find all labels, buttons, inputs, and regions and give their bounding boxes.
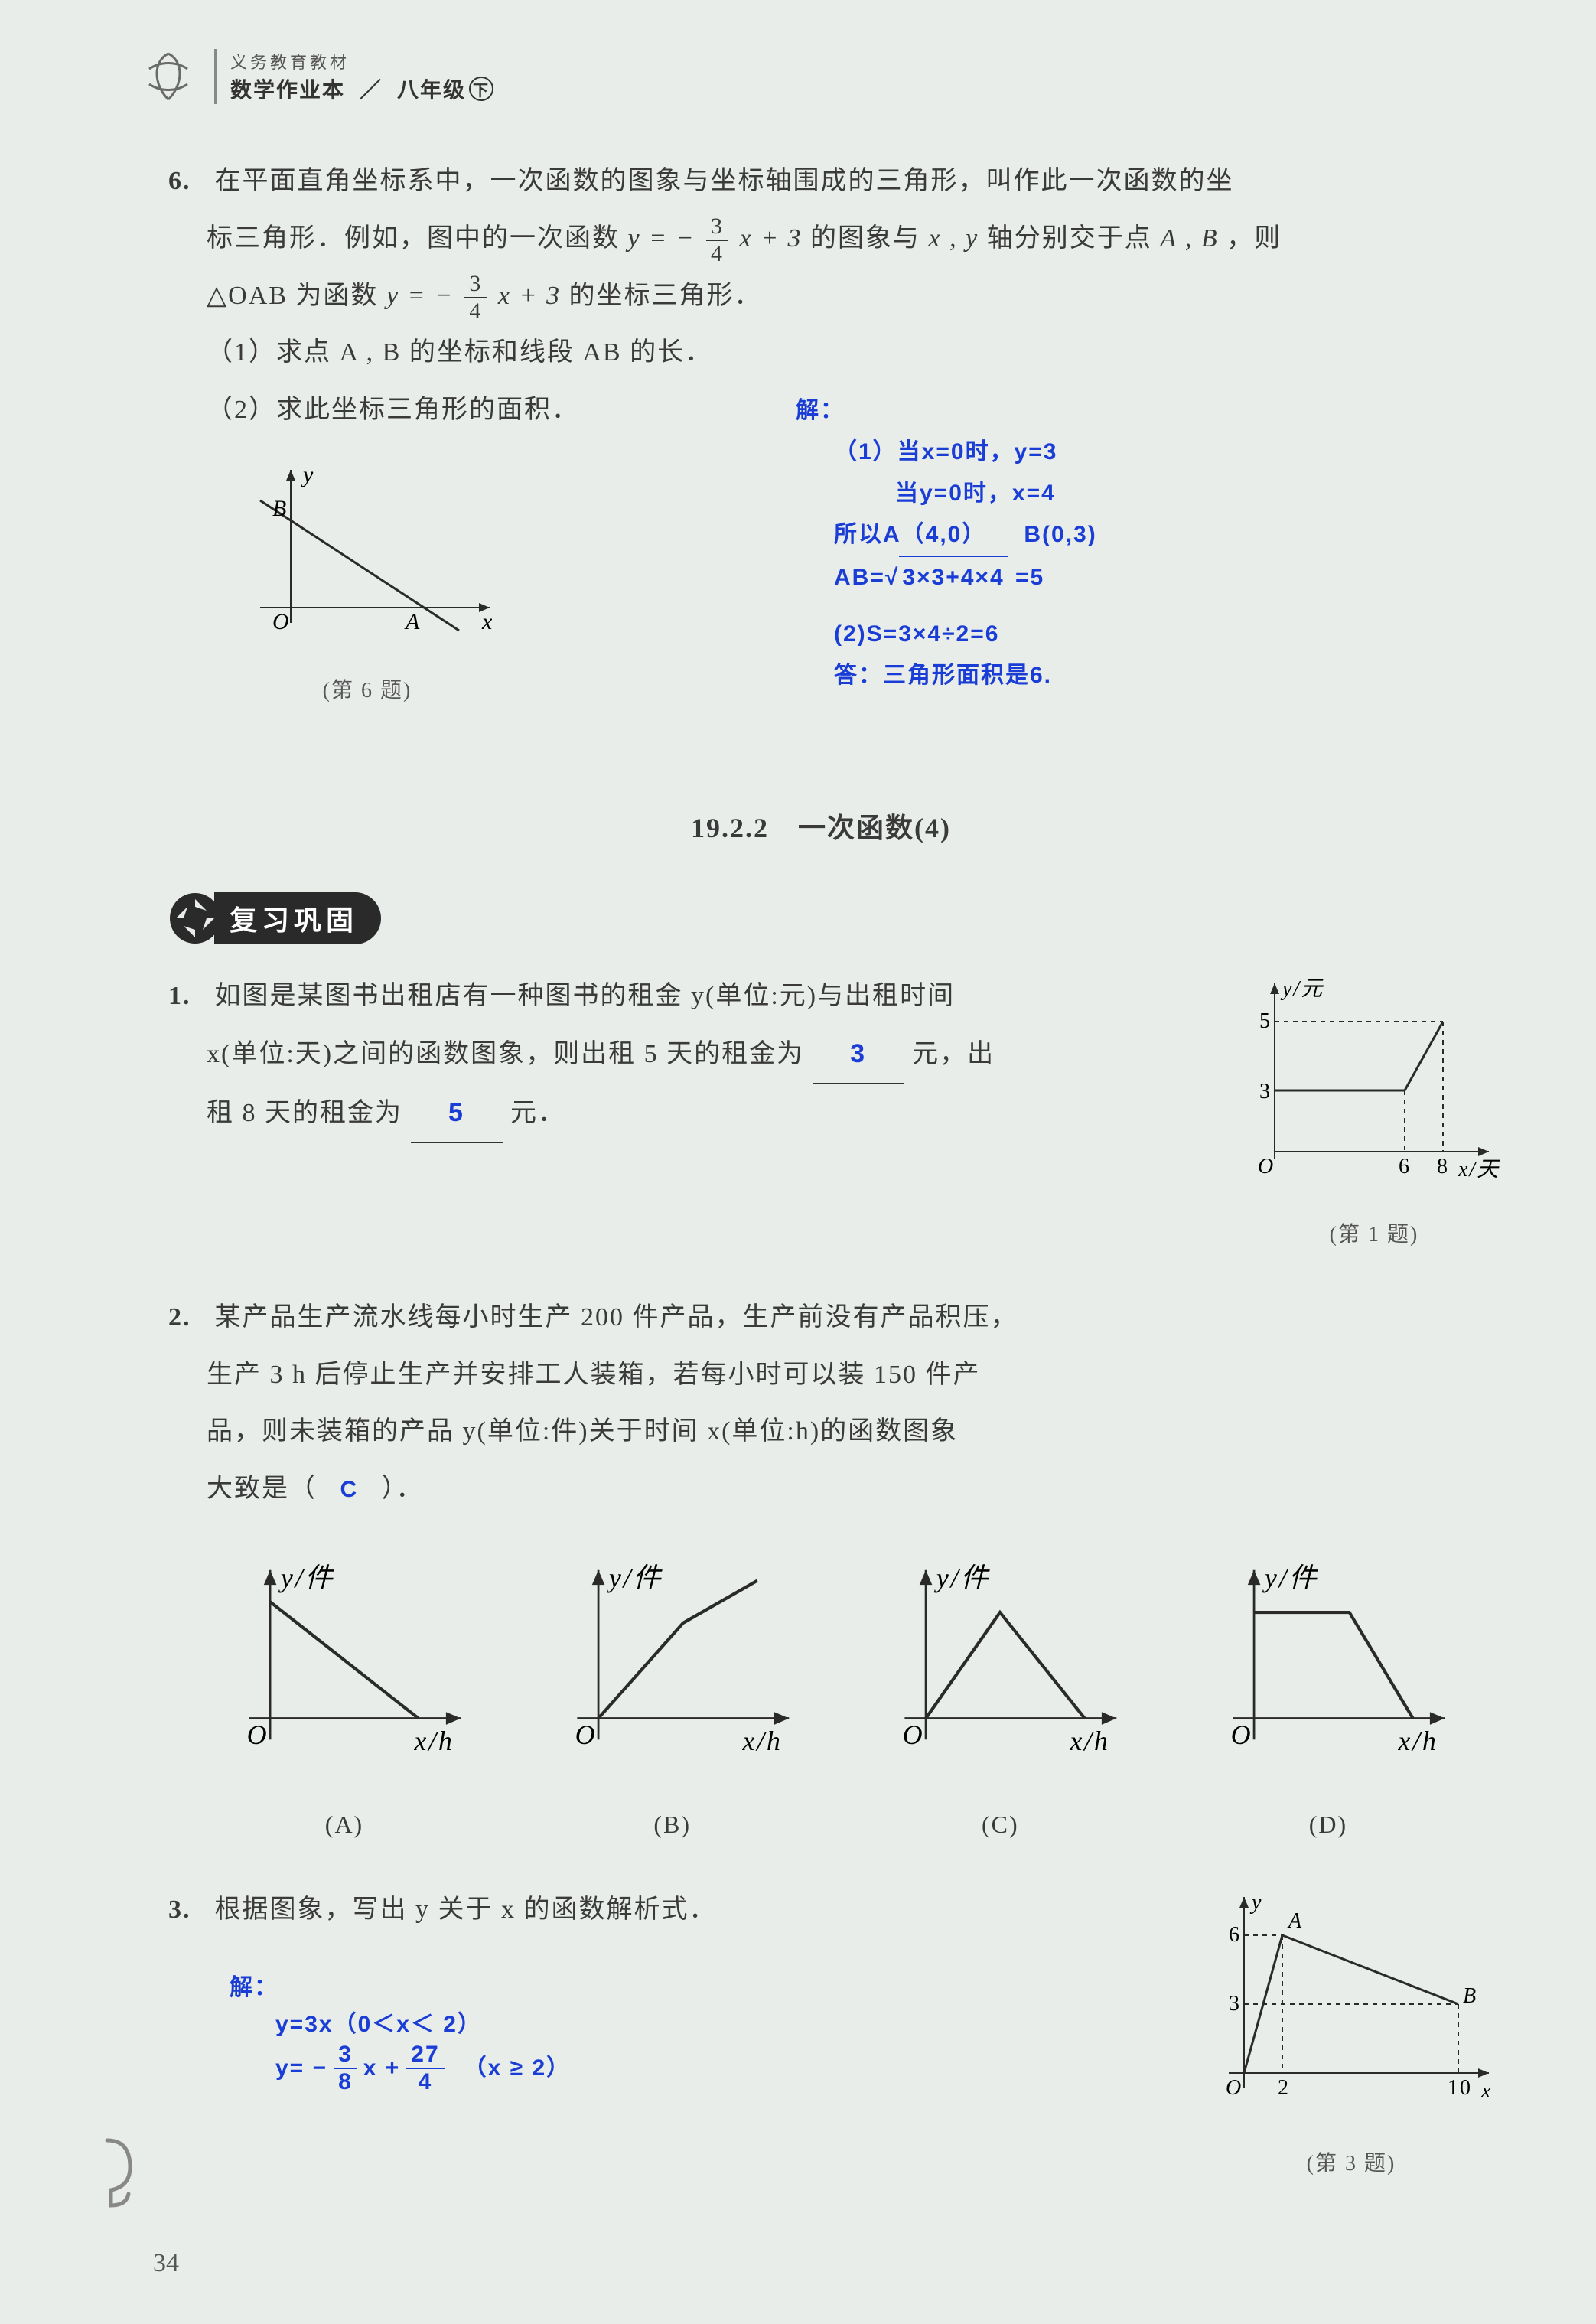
graph-caption: (第 3 题) bbox=[1198, 2140, 1504, 2188]
problem-number: 2. bbox=[168, 1289, 207, 1347]
svg-text:3: 3 bbox=[1229, 1992, 1241, 2016]
axis-label-O: O bbox=[272, 609, 291, 634]
axis-label-y: y bbox=[301, 462, 314, 487]
svg-text:3: 3 bbox=[1259, 1080, 1272, 1103]
svg-text:B: B bbox=[1463, 1984, 1477, 2008]
axis-label-B: B bbox=[272, 496, 288, 521]
axis-label-x: x bbox=[481, 609, 493, 634]
publisher-mark bbox=[92, 2133, 145, 2209]
svg-text:6: 6 bbox=[1399, 1155, 1411, 1178]
svg-text:O: O bbox=[1231, 1719, 1253, 1750]
graph-caption: (第 6 题) bbox=[230, 667, 505, 715]
mc-answer: C bbox=[325, 1477, 374, 1502]
svg-text:O: O bbox=[1258, 1155, 1275, 1178]
svg-text:O: O bbox=[1226, 2076, 1243, 2100]
problem-number: 1. bbox=[168, 968, 207, 1025]
svg-text:A: A bbox=[1287, 1909, 1303, 1933]
axis-label-A: A bbox=[404, 609, 421, 634]
svg-text:x: x bbox=[1480, 2079, 1492, 2103]
option-A: O y/件 x/h (A) bbox=[207, 1549, 482, 1851]
option-D: O y/件 x/h (D) bbox=[1190, 1549, 1466, 1851]
review-badge: 复习巩固 bbox=[168, 891, 1504, 945]
svg-text:O: O bbox=[247, 1719, 269, 1750]
problem-6-graph: B A O x y (第 6 题) bbox=[230, 455, 505, 714]
svg-text:8: 8 bbox=[1437, 1155, 1449, 1178]
svg-text:O: O bbox=[903, 1719, 925, 1750]
blank-answer-2: 5 bbox=[411, 1084, 503, 1143]
svg-text:x/h: x/h bbox=[413, 1726, 454, 1756]
svg-text:y/件: y/件 bbox=[607, 1563, 663, 1593]
problem-3-answer: 解： y=3x（0＜x＜ 2） y= − 38 x + 274 （x ≥ 2） bbox=[230, 1970, 1152, 2094]
svg-text:y/件: y/件 bbox=[934, 1563, 991, 1593]
svg-text:O: O bbox=[575, 1719, 597, 1750]
svg-text:5: 5 bbox=[1259, 1009, 1272, 1033]
page-header: 义务教育教材 数学作业本 ／ 八年级 下 bbox=[138, 46, 1504, 107]
svg-text:10: 10 bbox=[1448, 2076, 1472, 2100]
publisher-logo bbox=[138, 46, 199, 107]
problem-1-graph: 3 5 6 8 O y/元 x/天 (第 1 题) bbox=[1244, 968, 1504, 1258]
header-text: 义务教育教材 数学作业本 ／ 八年级 下 bbox=[214, 49, 493, 104]
problem-number: 6. bbox=[168, 153, 207, 210]
svg-text:x/h: x/h bbox=[741, 1726, 782, 1756]
problem-2: 2. 某产品生产流水线每小时生产 200 件产品，生产前没有产品积压， 生产 3… bbox=[168, 1289, 1504, 1851]
page-number: 34 bbox=[153, 2249, 179, 2278]
problem-number: 3. bbox=[168, 1882, 207, 1939]
svg-text:y: y bbox=[1249, 1891, 1262, 1915]
problem-6: 6. 在平面直角坐标系中，一次函数的图象与坐标轴围成的三角形，叫作此一次函数的坐… bbox=[168, 153, 1504, 714]
review-badge-text: 复习巩固 bbox=[214, 892, 381, 944]
section-title: 19.2.2 一次函数(4) bbox=[138, 806, 1504, 846]
problem-3: 3. 根据图象，写出 y 关于 x 的函数解析式． 解： y=3x（0＜x＜ 2… bbox=[168, 1882, 1504, 2187]
options-row: O y/件 x/h (A) O y/件 x/h (B) bbox=[207, 1549, 1466, 1851]
problem-1: 1. 如图是某图书出租店有一种图书的租金 y(单位:元)与出租时间 x(单位:天… bbox=[168, 968, 1504, 1258]
svg-text:y/件: y/件 bbox=[278, 1563, 335, 1593]
graph-caption: (第 1 题) bbox=[1244, 1211, 1504, 1259]
svg-text:y/元: y/元 bbox=[1280, 977, 1324, 1001]
problem-6-answer: 解： （1）当x=0时，y=3 当y=0时，x=4 所以A（4,0） B(0,3… bbox=[796, 390, 1097, 696]
svg-text:6: 6 bbox=[1229, 1923, 1241, 1947]
problem-3-graph: 6 3 2 10 O y x A B (第 3 题) bbox=[1198, 1882, 1504, 2187]
header-title: 数学作业本 ／ 八年级 下 bbox=[230, 73, 493, 104]
header-subtitle: 义务教育教材 bbox=[230, 49, 493, 73]
svg-text:2: 2 bbox=[1278, 2076, 1290, 2100]
svg-text:x/天: x/天 bbox=[1458, 1158, 1500, 1182]
option-C: O y/件 x/h (C) bbox=[862, 1549, 1138, 1851]
svg-text:x/h: x/h bbox=[1397, 1726, 1438, 1756]
blank-answer-1: 3 bbox=[813, 1025, 904, 1084]
option-B: O y/件 x/h (B) bbox=[535, 1549, 810, 1851]
svg-text:y/件: y/件 bbox=[1262, 1563, 1319, 1593]
svg-text:x/h: x/h bbox=[1070, 1726, 1110, 1756]
